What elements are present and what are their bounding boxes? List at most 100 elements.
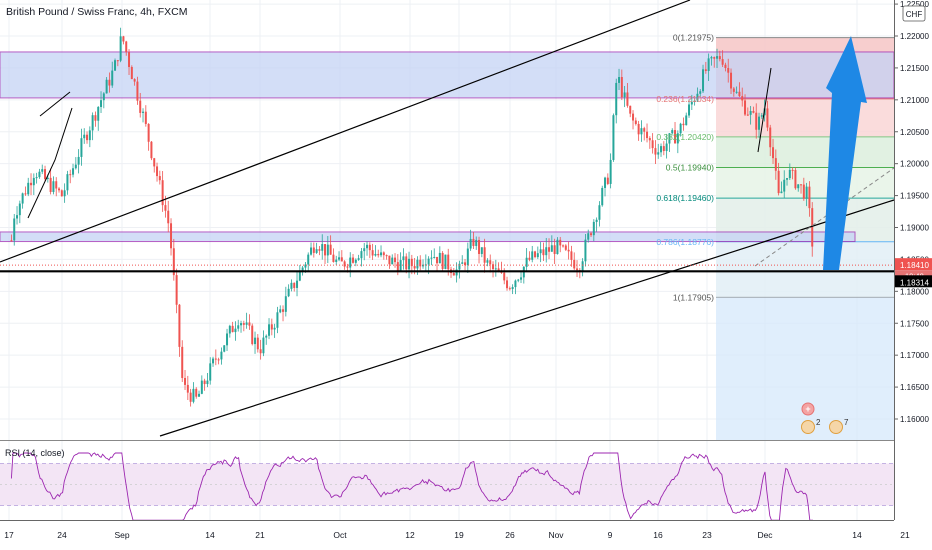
- candle-body: [615, 82, 618, 116]
- candle-body: [584, 239, 587, 262]
- time-label: 12: [405, 530, 415, 540]
- drawn-lines-left[interactable]: [27, 107, 73, 219]
- candle-body: [63, 190, 66, 197]
- candle-body: [531, 251, 534, 260]
- candle-body: [660, 146, 663, 153]
- candle-body: [671, 130, 674, 134]
- fib-zone[interactable]: [716, 167, 894, 199]
- candle-body: [721, 59, 724, 65]
- candle-body: [32, 177, 35, 186]
- candle-body: [732, 88, 735, 92]
- candle-body: [772, 147, 775, 159]
- candle-body: [324, 244, 327, 256]
- candle-body: [321, 244, 324, 251]
- rsi-title: RSI (14, close): [5, 448, 65, 458]
- candle-body: [805, 186, 808, 199]
- candle-body: [430, 257, 433, 259]
- fib-zone[interactable]: [716, 98, 894, 137]
- candle-body: [464, 262, 467, 266]
- candle-body: [228, 325, 231, 334]
- black-line-tag[interactable]: [895, 275, 932, 288]
- candle-body: [685, 115, 688, 126]
- fib-label: 0.786(1.18776): [656, 237, 714, 247]
- candle-body: [226, 333, 229, 346]
- candle-body: [542, 249, 545, 256]
- channel-upper-line[interactable]: [0, 0, 691, 263]
- candle-body: [382, 252, 385, 256]
- candle-body: [494, 268, 497, 270]
- candle-body: [335, 259, 338, 262]
- price-tick-label: 1.18000: [900, 287, 929, 296]
- candle-body: [91, 115, 94, 131]
- target-arrow[interactable]: [823, 36, 867, 270]
- candle-body: [259, 349, 262, 354]
- currency-badge[interactable]: CHF: [902, 5, 926, 22]
- news-icon[interactable]: [829, 420, 843, 434]
- candle-body: [55, 181, 58, 189]
- candle-body: [461, 262, 464, 264]
- candle-body: [676, 133, 679, 144]
- price-tick-label: 1.20500: [900, 128, 929, 137]
- candle-body: [88, 130, 91, 141]
- price-tick-label: 1.21000: [900, 96, 929, 105]
- candle-body: [181, 346, 184, 378]
- candle-body: [738, 91, 741, 97]
- candle-body: [791, 169, 794, 171]
- candle-body: [514, 280, 517, 288]
- time-label: 16: [653, 530, 663, 540]
- channel-lower-line[interactable]: [159, 199, 895, 437]
- fib-zone[interactable]: [716, 241, 894, 298]
- candle-body: [634, 120, 637, 124]
- candle-body: [486, 260, 489, 263]
- drawn-line-left-2[interactable]: [39, 91, 71, 117]
- candle-body: [74, 164, 77, 169]
- candle-body: [212, 358, 215, 364]
- candle-body: [307, 254, 310, 265]
- candle-body: [18, 203, 21, 216]
- candle-body: [741, 96, 744, 101]
- time-label: Sep: [114, 530, 129, 540]
- alert-icon[interactable]: [801, 402, 815, 416]
- fib-zone[interactable]: [716, 136, 894, 168]
- rsi-pane[interactable]: RSI (14, close)75.0050.0025.00: [0, 448, 921, 521]
- price-tick-label: 1.20000: [900, 160, 929, 169]
- candle-body: [690, 101, 693, 105]
- candle-body: [618, 77, 621, 83]
- candle-body: [282, 309, 285, 312]
- candle-body: [562, 245, 565, 247]
- drawn-line-right[interactable]: [757, 67, 772, 153]
- candle-body: [223, 345, 226, 352]
- candle-body: [724, 64, 727, 69]
- dashed-channel-line[interactable]: [754, 167, 895, 267]
- candle-body: [528, 257, 531, 260]
- candle-body: [158, 176, 161, 181]
- fib-label: 0.618(1.19460): [656, 193, 714, 203]
- price-zone[interactable]: [0, 231, 856, 243]
- candle-body: [284, 296, 287, 312]
- event-badges[interactable]: + 2 7: [801, 402, 850, 434]
- candle-body: [198, 393, 201, 397]
- candle-body: [688, 104, 691, 116]
- candle-body: [377, 253, 380, 256]
- price-tick-label: 1.16000: [900, 415, 929, 424]
- candle-body: [262, 337, 265, 354]
- candle-body: [424, 264, 427, 266]
- time-axis[interactable]: 17 24 Sep 14 21 Oct 12 19 26 Nov 9 16 23 Dec 14 21: [4, 530, 910, 540]
- target-box[interactable]: [716, 297, 894, 440]
- candle-body: [21, 193, 24, 204]
- price-zone[interactable]: [0, 51, 895, 99]
- candle-body: [242, 323, 245, 325]
- candle-body: [363, 248, 366, 252]
- candle-body: [620, 77, 623, 98]
- currency-badge-label: CHF: [906, 10, 923, 19]
- current-price-tag[interactable]: [895, 258, 932, 271]
- news-icon[interactable]: [801, 420, 815, 434]
- candle-body: [77, 156, 80, 165]
- candle-body: [184, 377, 187, 385]
- price-tick-label: 1.22000: [900, 32, 929, 41]
- candle-body: [447, 254, 450, 270]
- time-label: 14: [852, 530, 862, 540]
- candle-body: [394, 257, 397, 263]
- candle-body: [380, 252, 383, 256]
